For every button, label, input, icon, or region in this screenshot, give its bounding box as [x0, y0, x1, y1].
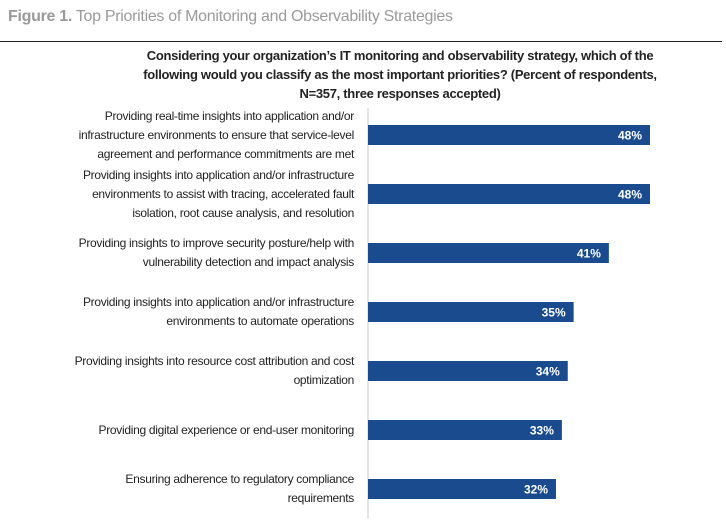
data-label: 48%: [618, 129, 642, 143]
title-divider: [0, 41, 722, 42]
category-label-line: Providing digital experience or end-user…: [98, 422, 354, 437]
category-label: Providing insights into resource cost at…: [74, 352, 355, 390]
data-label: 41%: [577, 247, 601, 261]
data-label: 33%: [530, 424, 554, 438]
bar: [368, 361, 568, 381]
chart-question: Considering your organization’s IT monit…: [90, 46, 710, 103]
category-label: Ensuring adherence to regulatory complia…: [125, 470, 354, 508]
bar: [368, 420, 562, 440]
category-label: Providing insights to improve security p…: [78, 234, 355, 272]
category-label-line: Ensuring adherence to regulatory complia…: [125, 472, 354, 486]
category-label-line: Providing insights to improve security p…: [78, 236, 355, 250]
category-label-line: environments to automate operations: [166, 314, 354, 328]
data-label: 32%: [524, 483, 548, 497]
category-label-line: infrastructure environments to ensure th…: [78, 127, 355, 142]
question-line: Considering your organization’s IT monit…: [146, 48, 654, 63]
bar: [368, 243, 609, 263]
category-label: Providing real-time insights into applic…: [78, 107, 355, 164]
category-label: Providing insights into application and/…: [83, 166, 354, 223]
category-label: Providing digital experience or end-user…: [98, 421, 354, 440]
data-label: 34%: [536, 365, 560, 379]
question-line: N=357, three responses accepted): [299, 86, 501, 101]
category-label-line: isolation, root cause analysis, and reso…: [132, 205, 354, 220]
figure-title: Figure 1. Top Priorities of Monitoring a…: [8, 8, 453, 26]
category-label-line: Providing real-time insights into applic…: [104, 108, 355, 123]
question-line: following would you classify as the most…: [143, 67, 657, 82]
figure-title-text: Top Priorities of Monitoring and Observa…: [75, 8, 453, 25]
category-label-line: optimization: [293, 373, 355, 387]
category-label-line: vulnerability detection and impact analy…: [142, 255, 355, 269]
category-label-line: environments to assist with tracing, acc…: [92, 186, 354, 201]
bar: [368, 302, 574, 322]
bar: [368, 125, 650, 145]
figure-number: Figure 1.: [8, 8, 72, 25]
category-label-line: Providing insights into resource cost at…: [74, 354, 355, 368]
bar: [368, 184, 650, 204]
category-label-line: Providing insights into application and/…: [82, 295, 354, 309]
category-label-line: requirements: [287, 491, 355, 505]
category-label: Providing insights into application and/…: [83, 293, 354, 331]
data-label: 35%: [542, 306, 566, 320]
bar: [368, 479, 556, 499]
category-label-line: agreement and performance commitments ar…: [97, 146, 354, 161]
category-label-line: Providing insights into application and/…: [82, 167, 354, 182]
data-label: 48%: [618, 188, 642, 202]
